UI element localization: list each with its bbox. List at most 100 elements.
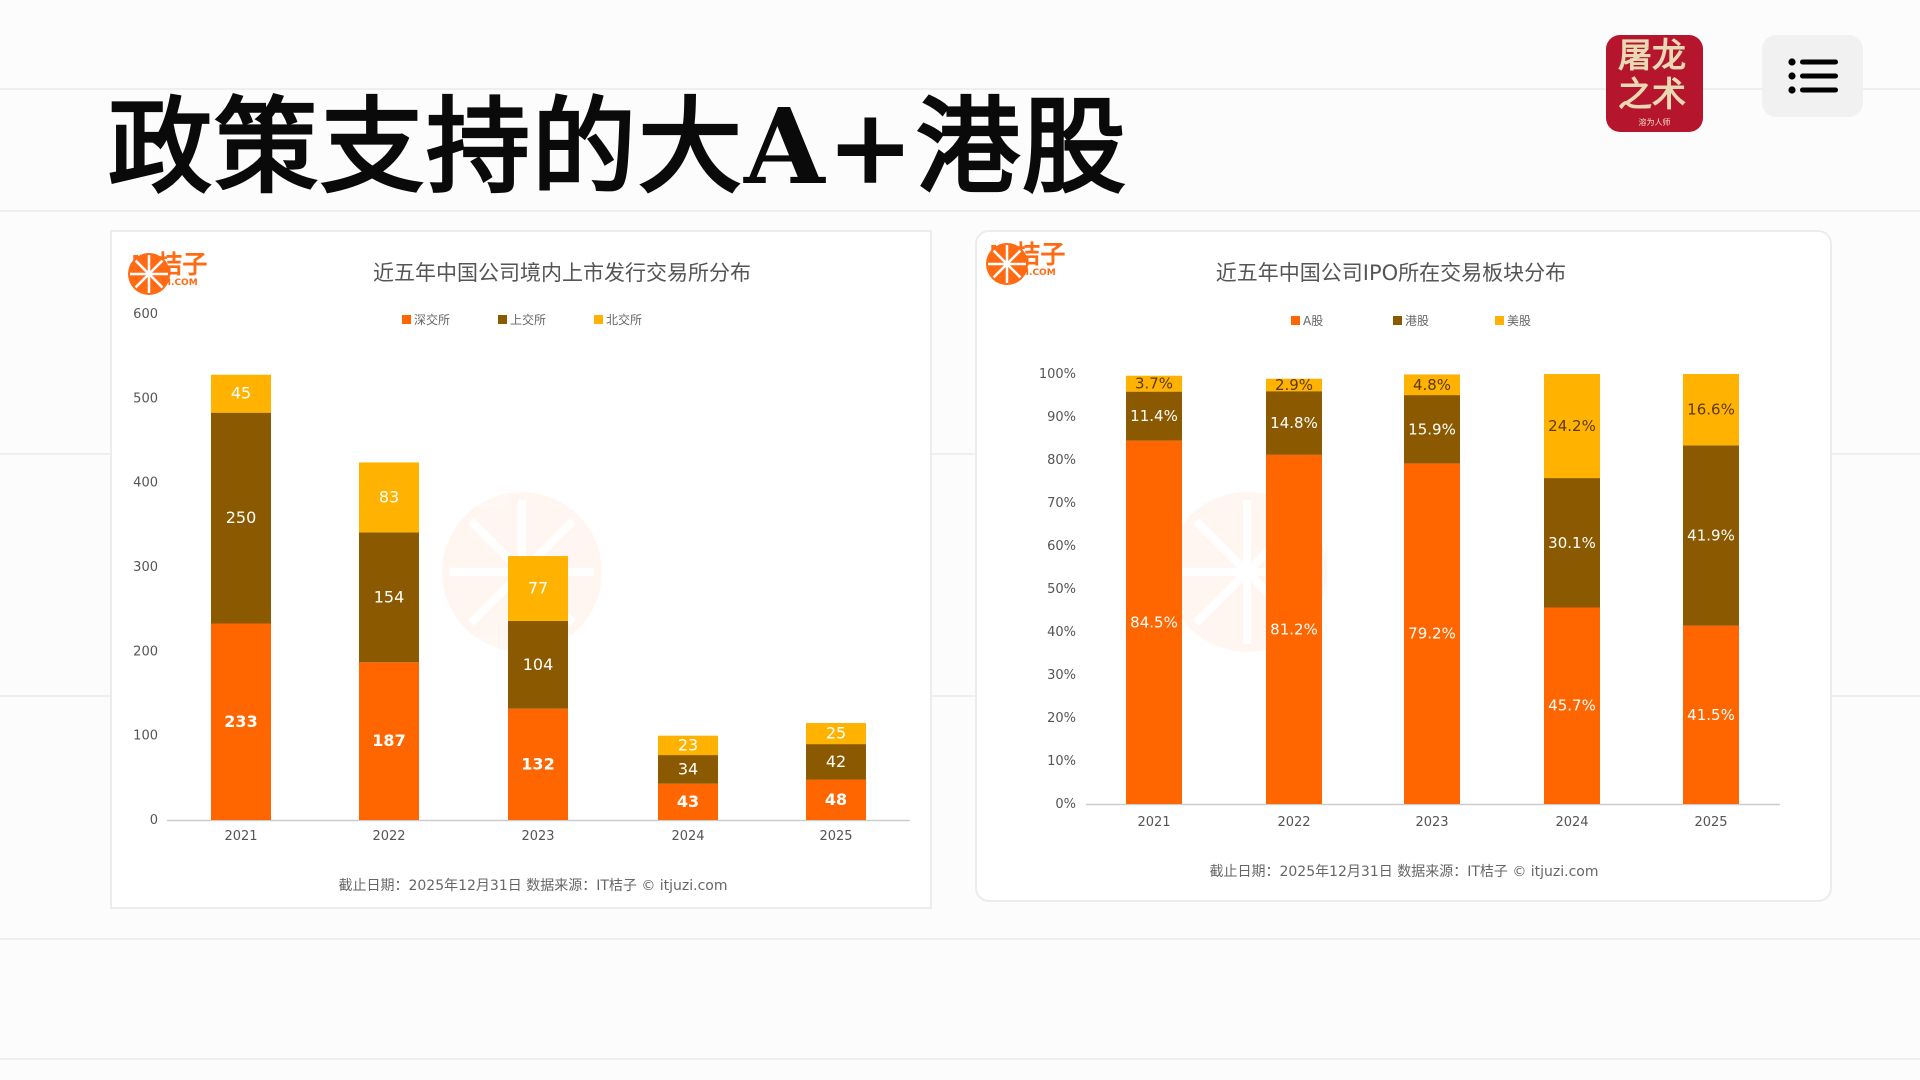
y-tick-label: 200 <box>133 644 158 659</box>
data-label: 41.9% <box>1687 526 1735 544</box>
legend-label: A股 <box>1303 314 1323 328</box>
bar-segment <box>1683 625 1739 804</box>
legend-swatch <box>594 315 603 324</box>
bar-segment <box>508 556 568 621</box>
bar-segment <box>1266 454 1322 804</box>
bar-segment <box>1126 440 1182 804</box>
bar-segment <box>806 744 866 780</box>
data-label: 104 <box>523 655 554 674</box>
chart-footer: 截止日期：2025年12月31日 数据来源：IT桔子 © itjuzi.com <box>1209 864 1598 880</box>
bar-segment <box>359 462 419 533</box>
y-tick-label: 300 <box>133 560 158 575</box>
legend-label: 深交所 <box>414 312 450 327</box>
data-label: 30.1% <box>1548 534 1596 552</box>
data-label: 81.2% <box>1270 620 1318 638</box>
bar-segment <box>1266 378 1322 392</box>
bar-segment <box>359 532 419 663</box>
data-label: 250 <box>226 508 257 527</box>
y-tick-label: 70% <box>1047 496 1076 511</box>
data-label: 34 <box>678 759 698 778</box>
data-label: 4.8% <box>1413 376 1451 394</box>
data-label: 11.4% <box>1130 407 1178 425</box>
data-label: 45.7% <box>1548 697 1596 715</box>
x-tick-label: 2021 <box>1137 815 1170 830</box>
y-tick-label: 80% <box>1047 453 1076 468</box>
bar-segment <box>1683 374 1739 446</box>
divider <box>0 453 1920 455</box>
data-label: 43 <box>677 792 699 811</box>
chart-title: 近五年中国公司境内上市发行交易所分布 <box>373 261 751 285</box>
chart-footer: 截止日期：2025年12月31日 数据来源：IT桔子 © itjuzi.com <box>338 878 727 894</box>
y-tick-label: 0% <box>1055 797 1076 812</box>
logo-url: ITJUZI.COM <box>999 268 1056 278</box>
bar-segment <box>359 662 419 820</box>
y-tick-label: 400 <box>133 476 158 491</box>
divider <box>0 938 1920 940</box>
data-label: 25 <box>826 724 846 743</box>
x-tick-label: 2021 <box>224 829 257 844</box>
orange-slice-icon <box>128 253 170 295</box>
legend-swatch <box>1291 316 1300 325</box>
data-label: 42 <box>826 752 846 771</box>
bar-segment <box>1266 391 1322 455</box>
data-label: 233 <box>224 712 257 731</box>
y-tick-label: 30% <box>1047 668 1076 683</box>
chart-card-exchange-distribution: 近五年中国公司境内上市发行交易所分布 深交所 上交所 北交所 0 100 200 300 400… <box>110 230 932 909</box>
bar-segment <box>658 735 718 756</box>
y-tick-label: 500 <box>133 391 158 406</box>
y-tick-label: 90% <box>1047 410 1076 425</box>
y-tick-label: 10% <box>1047 754 1076 769</box>
divider <box>0 695 1920 697</box>
data-label: 2.9% <box>1275 376 1313 394</box>
bar-segment <box>1404 463 1460 804</box>
data-label: 41.5% <box>1687 706 1735 724</box>
divider <box>0 88 1920 90</box>
divider <box>0 1058 1920 1060</box>
bar-segment <box>806 723 866 745</box>
data-label: 132 <box>521 754 554 773</box>
page-title: 政策支持的大A+港股 <box>108 85 1128 208</box>
bar-segment <box>1404 395 1460 464</box>
bar-segment <box>1544 374 1600 479</box>
data-label: 154 <box>374 587 405 606</box>
legend-swatch <box>1495 316 1504 325</box>
bar-segment <box>1404 374 1460 396</box>
orange-slice-icon <box>986 243 1028 285</box>
chart-card-ipo-board-distribution: 近五年中国公司IPO所在交易板块分布 A股 港股 美股 0% 10% 20% 30% 40% 50… <box>975 230 1832 902</box>
bar-segment <box>211 374 271 413</box>
chart-ipo-board-distribution: 近五年中国公司IPO所在交易板块分布 A股 港股 美股 0% 10% 20% 30% 40% 50… <box>1039 261 1780 880</box>
brand-logo-tagline: 溶为人师 <box>1638 118 1671 127</box>
list-icon <box>1787 58 1838 94</box>
bar-segment <box>508 708 568 820</box>
bar-segment <box>658 755 718 784</box>
data-label: 45 <box>231 384 251 403</box>
y-tick-label: 20% <box>1047 711 1076 726</box>
y-tick-label: 40% <box>1047 625 1076 640</box>
bar-segment <box>1126 375 1182 392</box>
x-tick-label: 2024 <box>1555 815 1588 830</box>
menu-button[interactable] <box>1762 35 1863 117</box>
bar-segment <box>211 623 271 820</box>
bar-segment <box>1126 391 1182 441</box>
data-label: 48 <box>825 790 847 809</box>
data-label: 83 <box>379 487 399 506</box>
data-label: 14.8% <box>1270 414 1318 432</box>
y-tick-label: 50% <box>1047 582 1076 597</box>
divider <box>0 210 1920 212</box>
legend-swatch <box>1393 316 1402 325</box>
y-tick-label: 600 <box>133 307 158 322</box>
data-label: 23 <box>678 735 698 754</box>
itjuzi-logo: IT桔子 ITJUZI.COM <box>127 252 207 295</box>
legend-swatch <box>498 315 507 324</box>
brand-logo[interactable]: 屠龙 之术 溶为人师 <box>1606 35 1703 132</box>
x-tick-label: 2023 <box>521 829 554 844</box>
bar-segment <box>1683 445 1739 626</box>
data-label: 24.2% <box>1548 417 1596 435</box>
x-tick-label: 2024 <box>671 829 704 844</box>
bar-segment <box>1544 607 1600 804</box>
bar-segment <box>508 620 568 709</box>
x-tick-label: 2023 <box>1415 815 1448 830</box>
x-tick-label: 2025 <box>819 829 852 844</box>
data-label: 187 <box>372 731 405 750</box>
brand-logo-text: 屠龙 <box>1618 36 1686 76</box>
